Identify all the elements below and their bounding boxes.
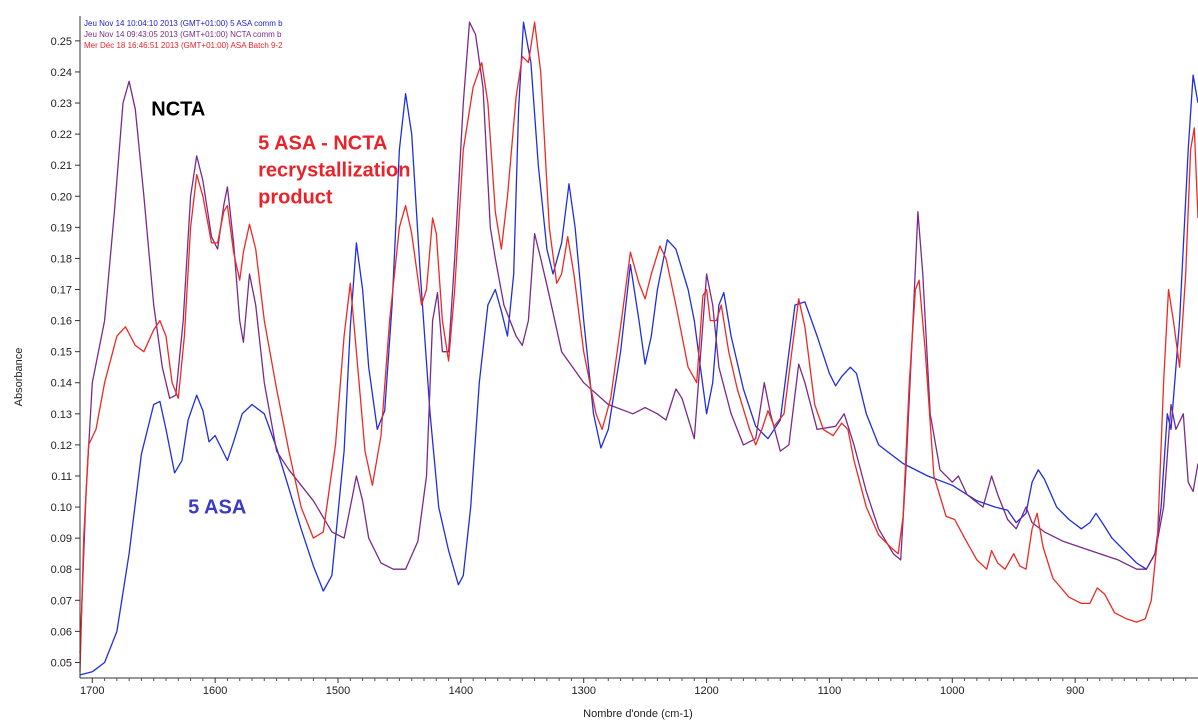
x-tick-label-2: 1500 <box>326 685 350 697</box>
y-tick-label-2: 0.07 <box>51 595 72 607</box>
annotation-1: 5 ASA - NCTA recrystallization product <box>258 133 410 209</box>
annotation-2: 5 ASA <box>188 496 246 518</box>
annotation-0: NCTA <box>151 98 205 120</box>
x-tick-label-0: 1700 <box>80 685 104 697</box>
y-axis-title: Absorbance <box>13 348 25 407</box>
annotation-0-line-0: NCTA <box>151 98 205 120</box>
y-tick-label-7: 0.12 <box>51 440 72 452</box>
y-tick-label-6: 0.11 <box>51 471 72 483</box>
y-tick-label-9: 0.14 <box>51 378 72 390</box>
y-tick-label-18: 0.23 <box>51 98 72 110</box>
y-tick-label-0: 0.05 <box>51 657 72 669</box>
y-tick-label-19: 0.24 <box>51 67 72 79</box>
x-tick-label-6: 1100 <box>818 685 842 697</box>
y-tick-label-17: 0.22 <box>51 129 72 141</box>
annotations: NCTA 5 ASA - NCTA recrystallization product… <box>151 98 410 518</box>
x-axis-title: Nombre d'onde (cm-1) <box>583 708 693 720</box>
axes-layer: 1700 1600 1500 1400 1300 1200 1100 1000 900 0.05 0… <box>51 16 1198 697</box>
legend-entry-0: Jeu Nov 14 10:04:10 2013 (GMT+01:00) 5 A… <box>84 19 283 28</box>
series-line-1 <box>79 21 1198 654</box>
y-tick-label-12: 0.17 <box>51 285 72 297</box>
y-tick-label-16: 0.21 <box>51 160 72 172</box>
annotation-1-line-2: product <box>258 187 333 209</box>
x-tick-label-1: 1600 <box>203 685 227 697</box>
x-tick-label-5: 1200 <box>694 685 718 697</box>
y-tick-label-4: 0.09 <box>51 533 72 545</box>
y-tick-label-15: 0.20 <box>51 191 72 203</box>
x-tick-label-4: 1300 <box>571 685 595 697</box>
y-tick-label-10: 0.15 <box>51 347 72 359</box>
y-tick-label-3: 0.08 <box>51 564 72 576</box>
legend-entry-2: Mer Déc 18 16:46:51 2013 (GMT+01:00) ASA… <box>84 41 283 50</box>
x-tick-label-8: 900 <box>1066 685 1084 697</box>
y-tick-label-14: 0.19 <box>51 222 72 234</box>
x-tick-label-3: 1400 <box>449 685 473 697</box>
y-tick-label-20: 0.25 <box>51 36 72 48</box>
series-line-2 <box>79 21 1198 672</box>
annotation-1-line-1: recrystallization <box>258 160 410 182</box>
series-line-0 <box>79 21 1198 676</box>
y-tick-label-5: 0.10 <box>51 502 72 514</box>
x-tick-label-7: 1000 <box>940 685 964 697</box>
y-tick-label-8: 0.13 <box>51 409 72 421</box>
series-layer <box>79 21 1198 676</box>
y-tick-label-1: 0.06 <box>51 626 72 638</box>
y-tick-label-11: 0.16 <box>51 316 72 328</box>
y-tick-label-13: 0.18 <box>51 253 72 265</box>
annotation-1-line-0: 5 ASA - NCTA <box>258 133 387 155</box>
legend: Jeu Nov 14 10:04:10 2013 (GMT+01:00) 5 A… <box>84 19 283 50</box>
annotation-2-line-0: 5 ASA <box>188 496 246 518</box>
legend-entry-1: Jeu Nov 14 09:43:05 2013 (GMT+01:00) NCT… <box>84 30 282 39</box>
